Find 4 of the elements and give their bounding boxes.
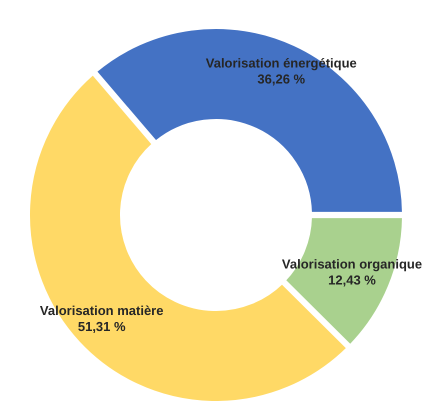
data-label: 36,26 % (257, 71, 306, 86)
donut-slice (95, 27, 404, 214)
data-label: 51,31 % (78, 319, 126, 334)
data-label: 12,43 % (328, 272, 376, 288)
